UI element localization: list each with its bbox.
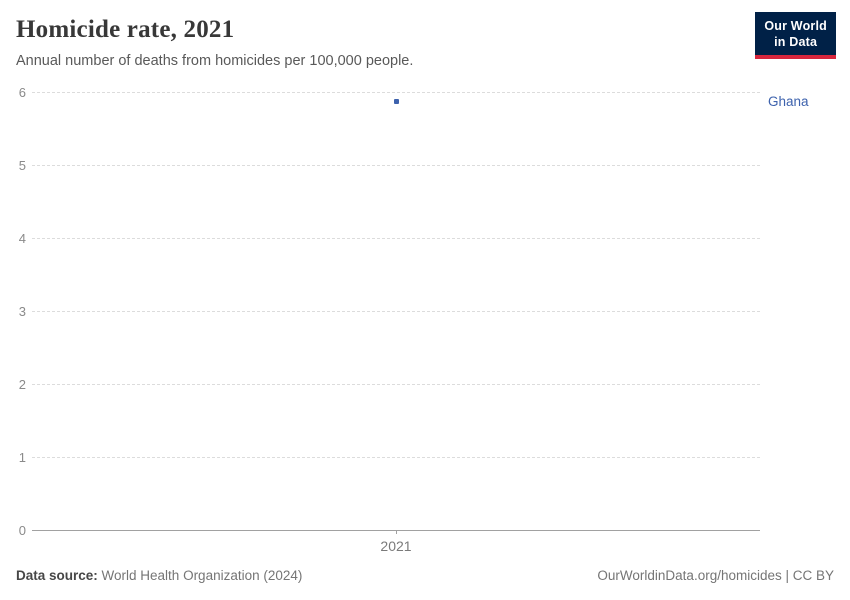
owid-logo-line2: in Data [774,34,818,49]
y-gridline [32,457,760,458]
y-tick-label: 2 [18,377,26,392]
owid-logo-line1: Our World [764,19,827,33]
page-title: Homicide rate, 2021 [16,16,235,43]
footer: Data source: World Health Organization (… [16,568,834,583]
y-tick-label: 1 [18,450,26,465]
y-tick-label: 6 [18,85,26,100]
x-tick-mark [396,530,397,534]
entity-label-ghana[interactable]: Ghana [768,94,809,110]
data-source-value: World Health Organization (2024) [97,568,303,583]
y-tick-label: 0 [18,523,26,538]
y-gridline [32,311,760,312]
y-gridline [32,238,760,239]
credit-link[interactable]: OurWorldinData.org/homicides | CC BY [597,568,834,583]
y-tick-label: 5 [18,158,26,173]
y-gridline [32,384,760,385]
owid-logo[interactable]: Our World in Data [755,12,836,60]
y-tick-label: 3 [18,304,26,319]
y-gridline [32,165,760,166]
y-tick-label: 4 [18,231,26,246]
chart-subtitle: Annual number of deaths from homicides p… [16,53,414,69]
x-tick-label: 2021 [380,538,412,554]
data-point-ghana[interactable] [393,98,399,104]
data-source-note: Data source: World Health Organization (… [16,568,302,583]
data-source-label: Data source: [16,568,98,583]
y-gridline [32,92,760,93]
